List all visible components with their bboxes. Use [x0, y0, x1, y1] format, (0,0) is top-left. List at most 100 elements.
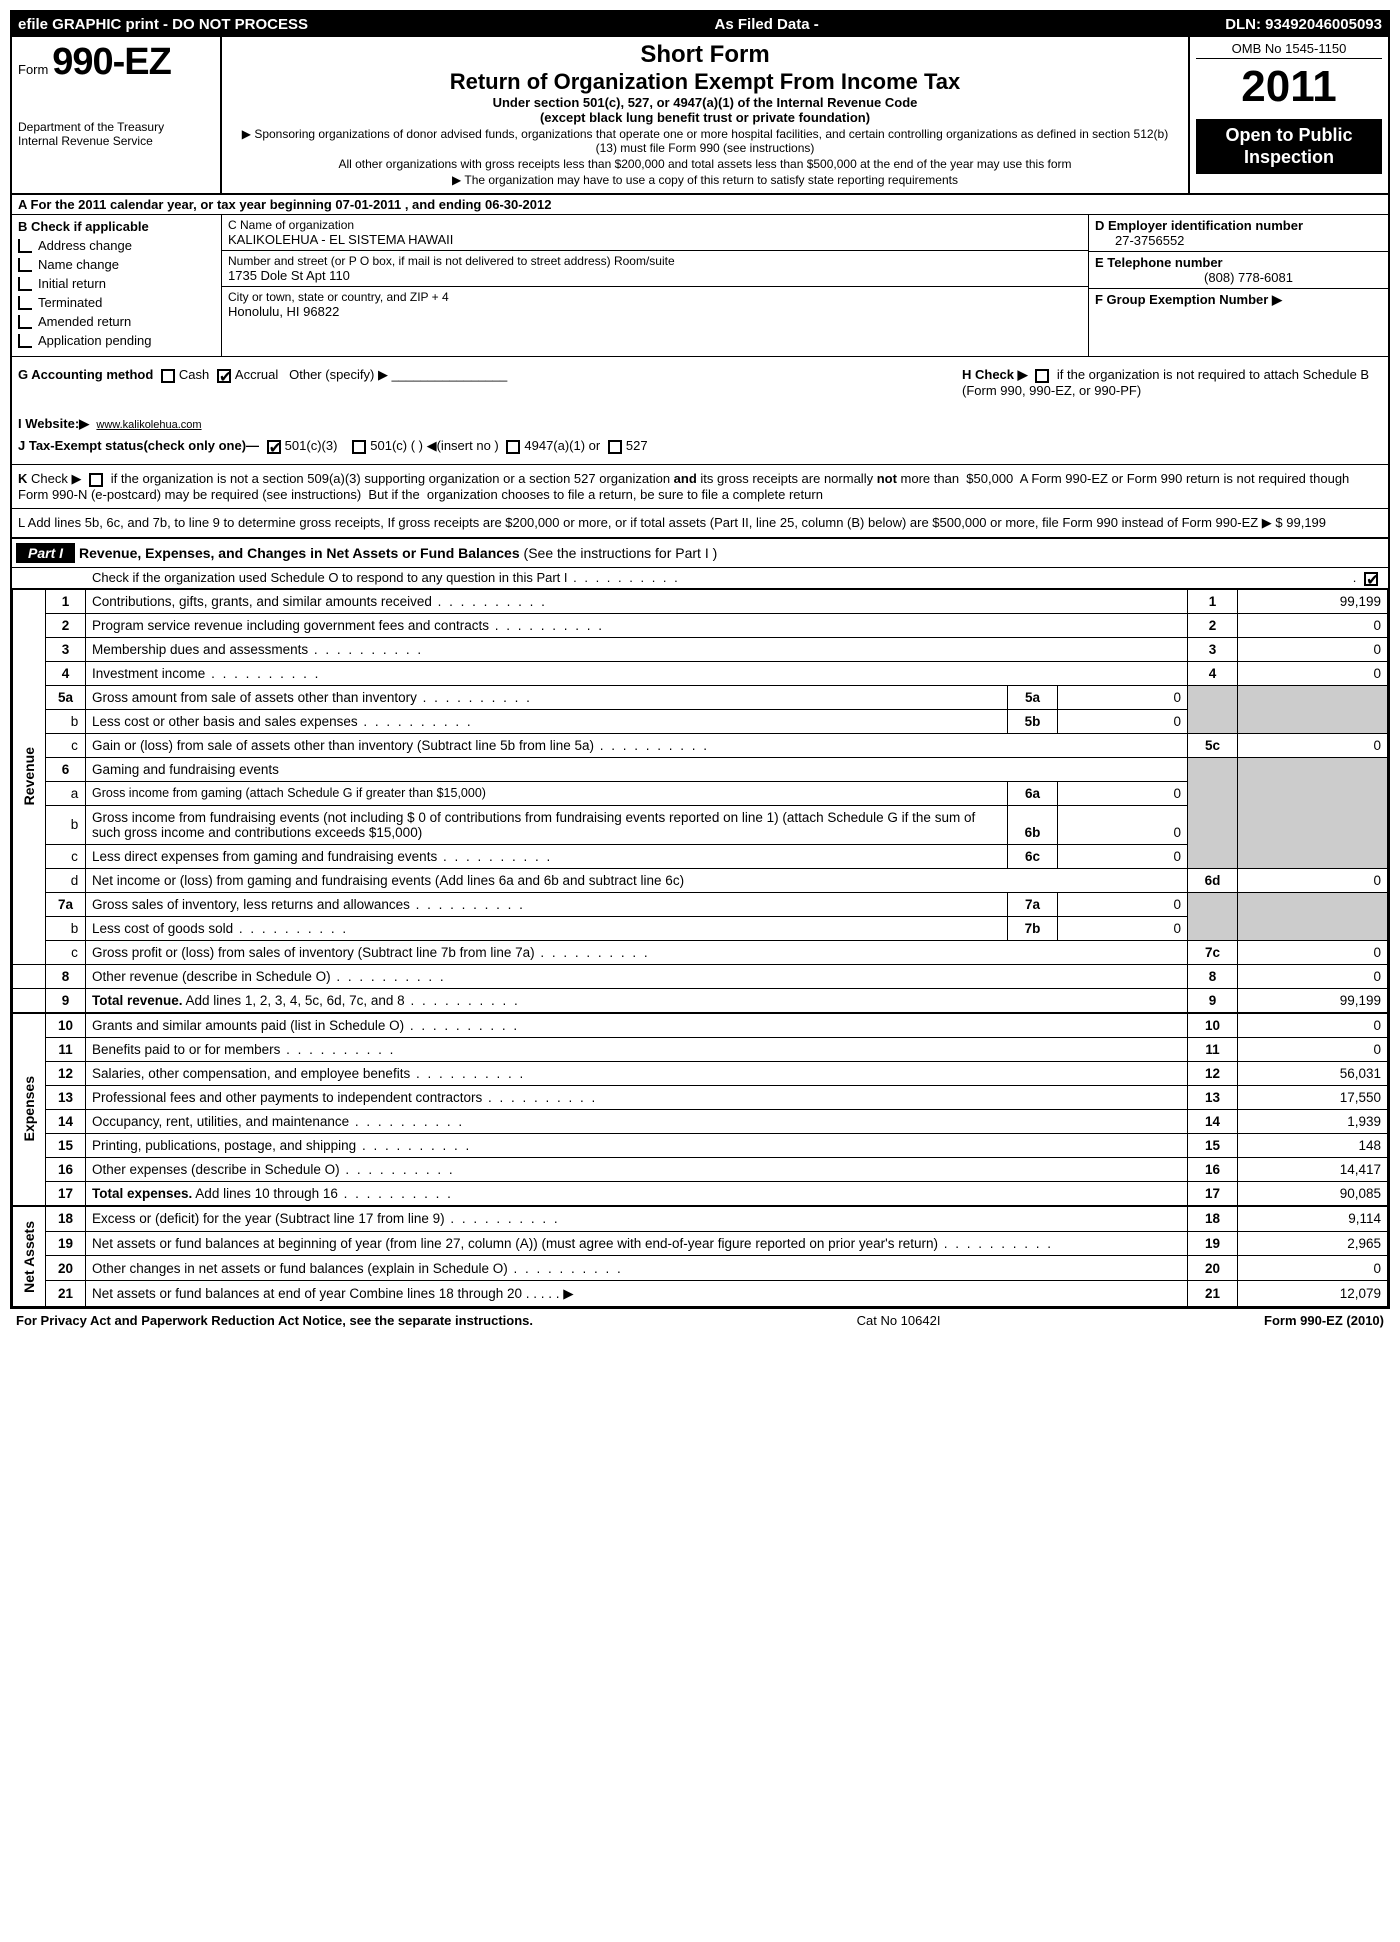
- top-right: DLN: 93492046005093: [1225, 16, 1382, 33]
- footer: For Privacy Act and Paperwork Reduction …: [10, 1309, 1390, 1332]
- org-address: 1735 Dole St Apt 110: [228, 268, 1082, 283]
- part1-title: Revenue, Expenses, and Changes in Net As…: [79, 545, 717, 561]
- org-city: Honolulu, HI 96822: [228, 304, 1082, 319]
- form-container: efile GRAPHIC print - DO NOT PROCESS As …: [10, 10, 1390, 1309]
- line-6d: d Net income or (loss) from gaming and f…: [13, 868, 1388, 892]
- omb-number: OMB No 1545-1150: [1196, 41, 1382, 59]
- top-left: efile GRAPHIC print - DO NOT PROCESS: [18, 16, 308, 33]
- line-12: 12 Salaries, other compensation, and emp…: [13, 1061, 1388, 1085]
- row-a: A For the 2011 calendar year, or tax yea…: [12, 195, 1388, 215]
- col-c-org: C Name of organization KALIKOLEHUA - EL …: [222, 215, 1088, 356]
- section-expenses: Expenses: [19, 1066, 39, 1151]
- line-6a: a Gross income from gaming (attach Sched…: [13, 781, 1388, 805]
- header-left: Form 990-EZ Department of the Treasury I…: [12, 37, 222, 193]
- i-line: I Website:▶ www.kalikolehua.com: [18, 416, 1382, 432]
- chk-527[interactable]: [608, 440, 622, 454]
- chk-address-change[interactable]: Address change: [18, 238, 215, 253]
- col-d: D Employer identification number 27-3756…: [1088, 215, 1388, 356]
- header-mid: Short Form Return of Organization Exempt…: [222, 37, 1188, 193]
- chk-501c3[interactable]: [267, 440, 281, 454]
- chk-terminated[interactable]: Terminated: [18, 295, 215, 310]
- section-b: B Check if applicable Address change Nam…: [12, 215, 1388, 357]
- line-5c: c Gain or (loss) from sale of assets oth…: [13, 733, 1388, 757]
- line-14: 14 Occupancy, rent, utilities, and maint…: [13, 1109, 1388, 1133]
- section-netassets: Net Assets: [19, 1211, 39, 1303]
- top-bar: efile GRAPHIC print - DO NOT PROCESS As …: [12, 12, 1388, 37]
- line-15: 15 Printing, publications, postage, and …: [13, 1133, 1388, 1157]
- form-number: 990-EZ: [52, 41, 171, 83]
- chk-initial-return[interactable]: Initial return: [18, 276, 215, 291]
- j-line: J Tax-Exempt status(check only one)— 501…: [18, 438, 1382, 454]
- chk-accrual[interactable]: [217, 369, 231, 383]
- lines-table: Revenue 1 Contributions, gifts, grants, …: [12, 589, 1388, 1308]
- e-label: E Telephone number: [1095, 255, 1382, 270]
- line-3: 3 Membership dues and assessments 3 0: [13, 637, 1388, 661]
- line-8: 8 Other revenue (describe in Schedule O)…: [13, 964, 1388, 988]
- top-mid: As Filed Data -: [715, 16, 819, 33]
- fine3: The organization may have to use a copy …: [232, 173, 1178, 187]
- line-16: 16 Other expenses (describe in Schedule …: [13, 1157, 1388, 1181]
- chk-name-change[interactable]: Name change: [18, 257, 215, 272]
- line-9: 9 Total revenue. Add lines 1, 2, 3, 4, 5…: [13, 988, 1388, 1013]
- ein-value: 27-3756552: [1095, 233, 1382, 248]
- open-public-badge: Open to Public Inspection: [1196, 119, 1382, 174]
- dept-irs: Internal Revenue Service: [18, 134, 214, 148]
- mid-block: G Accounting method Cash Accrual Other (…: [12, 357, 1388, 465]
- sub1: Under section 501(c), 527, or 4947(a)(1)…: [232, 95, 1178, 110]
- line-11: 11 Benefits paid to or for members 11 0: [13, 1037, 1388, 1061]
- fine1: Sponsoring organizations of donor advise…: [232, 127, 1178, 155]
- b-title: B Check if applicable: [18, 219, 215, 234]
- d-label: D Employer identification number: [1095, 218, 1382, 233]
- h-line: H Check ▶ if the organization is not req…: [962, 367, 1382, 398]
- tax-year: 2011: [1196, 65, 1382, 109]
- line-7a: 7a Gross sales of inventory, less return…: [13, 892, 1388, 916]
- chk-4947[interactable]: [506, 440, 520, 454]
- line-19: 19 Net assets or fund balances at beginn…: [13, 1231, 1388, 1256]
- line-6c: c Less direct expenses from gaming and f…: [13, 844, 1388, 868]
- col-b-checks: B Check if applicable Address change Nam…: [12, 215, 222, 356]
- form-prefix: Form: [18, 62, 48, 77]
- website-link[interactable]: www.kalikolehua.com: [96, 419, 201, 431]
- section-revenue: Revenue: [19, 737, 39, 815]
- line-21: 21 Net assets or fund balances at end of…: [13, 1281, 1388, 1307]
- addr-label: Number and street (or P O box, if mail i…: [228, 254, 1082, 268]
- line-5b: b Less cost or other basis and sales exp…: [13, 709, 1388, 733]
- chk-cash[interactable]: [161, 369, 175, 383]
- part1-sub: Check if the organization used Schedule …: [12, 568, 1388, 589]
- short-form-label: Short Form: [232, 41, 1178, 69]
- part1-header: Part I Revenue, Expenses, and Changes in…: [12, 539, 1388, 568]
- line-7b: b Less cost of goods sold 7b 0: [13, 916, 1388, 940]
- chk-k[interactable]: [89, 473, 103, 487]
- chk-schedule-o[interactable]: [1364, 572, 1378, 586]
- chk-amended-return[interactable]: Amended return: [18, 314, 215, 329]
- phone-value: (808) 778-6081: [1095, 270, 1382, 285]
- line-5a: 5a Gross amount from sale of assets othe…: [13, 685, 1388, 709]
- line-10: Expenses 10 Grants and similar amounts p…: [13, 1013, 1388, 1038]
- fine2: All other organizations with gross recei…: [232, 157, 1178, 171]
- line-18: Net Assets 18 Excess or (deficit) for th…: [13, 1206, 1388, 1231]
- line-2: 2 Program service revenue including gove…: [13, 613, 1388, 637]
- title-main: Return of Organization Exempt From Incom…: [232, 69, 1178, 95]
- chk-h[interactable]: [1035, 369, 1049, 383]
- footer-right: Form 990-EZ (2010): [1264, 1313, 1384, 1328]
- chk-501c[interactable]: [352, 440, 366, 454]
- line-17: 17 Total expenses. Add lines 10 through …: [13, 1181, 1388, 1206]
- line-4: 4 Investment income 4 0: [13, 661, 1388, 685]
- chk-application-pending[interactable]: Application pending: [18, 333, 215, 348]
- dept-treasury: Department of the Treasury: [18, 120, 214, 134]
- g-line: G Accounting method Cash Accrual Other (…: [18, 367, 507, 398]
- city-label: City or town, state or country, and ZIP …: [228, 290, 1082, 304]
- sub2: (except black lung benefit trust or priv…: [232, 110, 1178, 125]
- line-13: 13 Professional fees and other payments …: [13, 1085, 1388, 1109]
- header-row: Form 990-EZ Department of the Treasury I…: [12, 37, 1388, 195]
- line-20: 20 Other changes in net assets or fund b…: [13, 1256, 1388, 1281]
- f-label: F Group Exemption Number ▶: [1095, 292, 1382, 308]
- line-6b: b Gross income from fundraising events (…: [13, 805, 1388, 844]
- c-label: C Name of organization: [228, 218, 1082, 232]
- l-block: L Add lines 5b, 6c, and 7b, to line 9 to…: [12, 509, 1388, 539]
- k-block: K Check ▶ K Check ▶ if the organization …: [12, 465, 1388, 509]
- footer-left: For Privacy Act and Paperwork Reduction …: [16, 1313, 533, 1328]
- line-6: 6 Gaming and fundraising events: [13, 757, 1388, 781]
- org-name: KALIKOLEHUA - EL SISTEMA HAWAII: [228, 232, 1082, 247]
- line-7c: c Gross profit or (loss) from sales of i…: [13, 940, 1388, 964]
